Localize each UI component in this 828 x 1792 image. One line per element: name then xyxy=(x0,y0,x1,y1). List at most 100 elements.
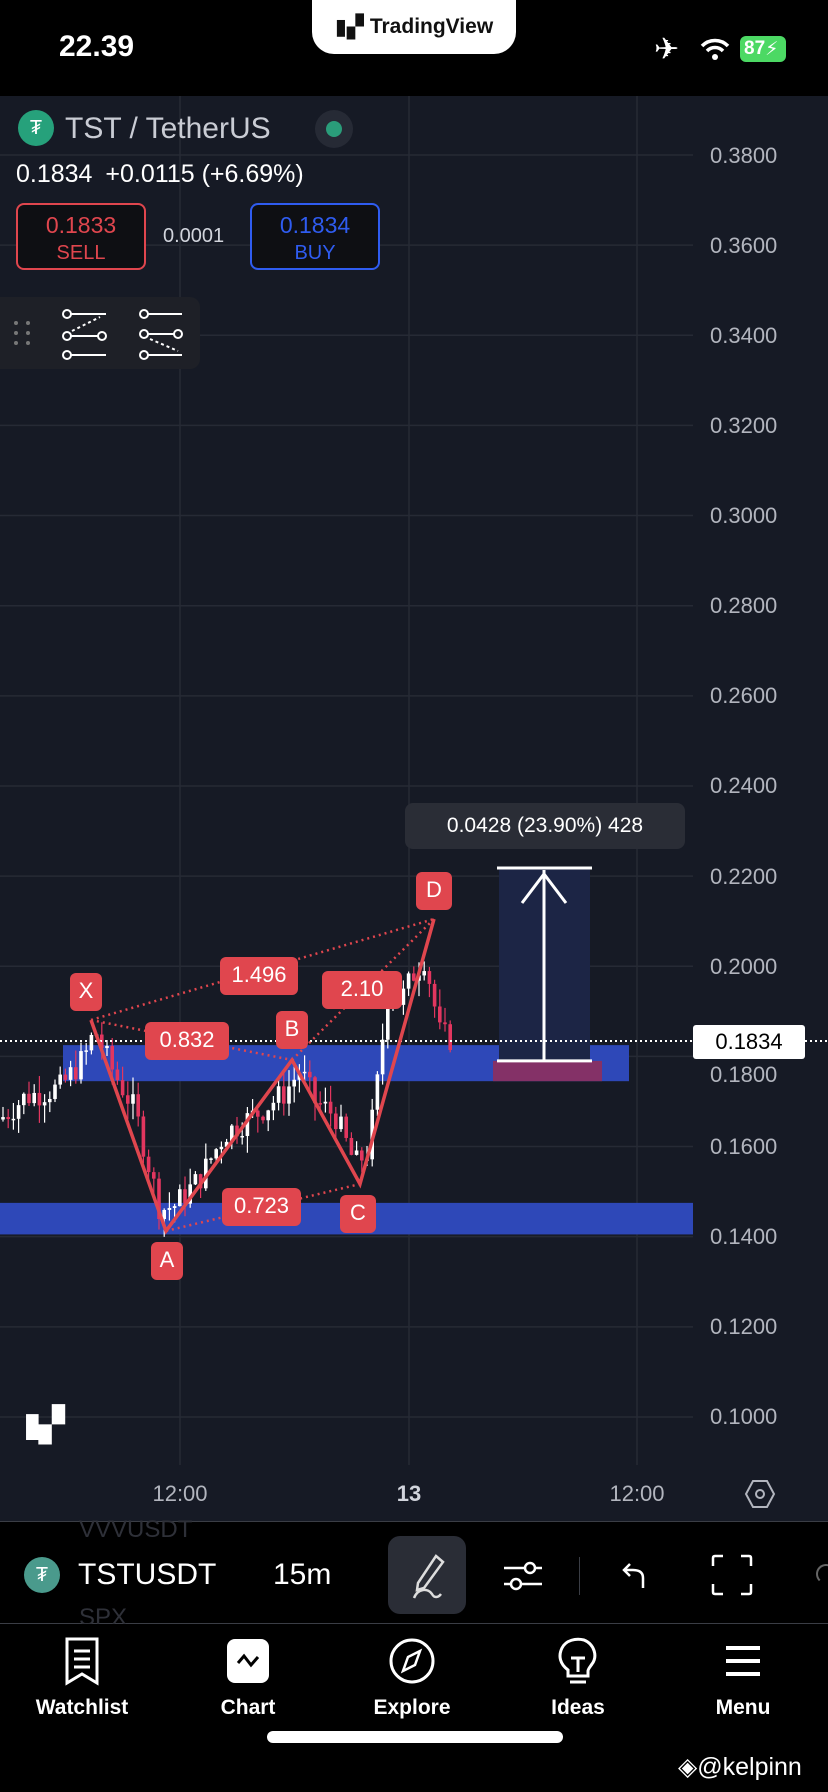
point-label-a[interactable]: A xyxy=(151,1242,183,1280)
ratio-label[interactable]: 2.10 xyxy=(322,971,402,1009)
nav-explore[interactable]: Explore xyxy=(347,1636,477,1720)
candle-body xyxy=(219,1146,224,1150)
price-axis-label: 0.2000 xyxy=(710,953,778,979)
candle-body xyxy=(110,1045,114,1070)
time-label: 12:00 xyxy=(152,1481,208,1506)
candle-body xyxy=(89,1034,94,1051)
price-axis-label: 0.1200 xyxy=(710,1314,778,1340)
candle-body xyxy=(22,1093,26,1106)
candle-body xyxy=(318,1103,322,1105)
candle-body xyxy=(42,1102,47,1106)
bookmark-list-icon xyxy=(65,1637,99,1686)
ratio-label[interactable]: 0.832 xyxy=(145,1022,229,1060)
interval-selector[interactable]: 15m xyxy=(273,1558,332,1591)
candle-body xyxy=(58,1074,62,1085)
nav-menu[interactable]: Menu xyxy=(678,1636,808,1720)
candle-body xyxy=(136,1094,140,1117)
ghost-symbol: VVVUSDT xyxy=(79,1516,193,1543)
status-bar: 22.39 ▮▞ TradingView ✈ 87 ⚡ xyxy=(0,0,828,96)
nav-label: Menu xyxy=(715,1696,771,1719)
wifi-icon xyxy=(700,38,730,60)
candle-body xyxy=(302,1071,307,1074)
more-tools-icon[interactable] xyxy=(816,1564,828,1584)
last-price: 0.1834 xyxy=(16,160,93,188)
candle-body xyxy=(235,1125,239,1137)
time-label: 13 xyxy=(396,1481,422,1506)
candle-body xyxy=(172,1206,177,1208)
candle-body xyxy=(167,1207,172,1210)
price-axis-label: 0.2200 xyxy=(710,863,778,889)
point-label-b[interactable]: B xyxy=(276,1011,308,1049)
tradingview-pill[interactable]: ▮▞ TradingView xyxy=(312,0,516,54)
drag-handle-icon xyxy=(14,321,30,345)
home-indicator[interactable] xyxy=(267,1731,563,1743)
bottom-navigation: Watchlist Chart Explore Ideas Menu xyxy=(0,1624,828,1792)
candle-body xyxy=(292,1079,296,1087)
chart-settings-icon[interactable] xyxy=(744,1478,776,1510)
nav-label: Watchlist xyxy=(35,1696,129,1719)
drawing-tools-button[interactable] xyxy=(388,1536,466,1614)
app-name: TradingView xyxy=(369,15,494,38)
candle-body xyxy=(412,973,416,981)
nav-ideas[interactable]: Ideas xyxy=(513,1636,643,1720)
candle-body xyxy=(230,1125,234,1142)
position-stop-area xyxy=(493,1060,602,1082)
candle-body xyxy=(287,1086,291,1104)
candle-body xyxy=(245,1113,250,1136)
tradingview-watermark-logo: ▮▞ xyxy=(23,1406,65,1444)
price-change: +0.0115 (+6.69%) xyxy=(105,160,304,188)
candle-body xyxy=(32,1092,36,1104)
buy-button[interactable]: 0.1834 BUY xyxy=(250,203,380,270)
point-label-d[interactable]: D xyxy=(416,872,452,910)
nav-label: Ideas xyxy=(551,1696,605,1719)
hamburger-icon xyxy=(726,1646,760,1676)
candle-body xyxy=(282,1086,286,1104)
candle-body xyxy=(16,1105,21,1119)
indicators-sliders-icon[interactable] xyxy=(502,1556,544,1596)
current-price-label: 0.1834 xyxy=(693,1025,805,1059)
drawing-tools-icons xyxy=(14,309,183,360)
point-label-x[interactable]: X xyxy=(70,973,102,1011)
pattern-tool-icon xyxy=(62,309,107,360)
candle-body xyxy=(6,1117,10,1120)
candle-body xyxy=(344,1116,348,1138)
symbol-title[interactable]: ₮ TST / TetherUS xyxy=(18,110,353,148)
candle-body xyxy=(323,1101,328,1104)
sell-price: 0.1833 xyxy=(45,212,117,238)
watermark: ◈@kelpinn xyxy=(678,1753,802,1781)
candle-body xyxy=(84,1050,88,1052)
sell-button[interactable]: 0.1833 SELL xyxy=(16,203,146,270)
airplane-icon: ✈ xyxy=(654,33,680,66)
point-label-c[interactable]: C xyxy=(340,1195,376,1233)
candle-body xyxy=(443,1022,447,1025)
candle-body xyxy=(406,973,411,989)
candle-body xyxy=(224,1141,229,1147)
candle-body xyxy=(266,1110,270,1121)
candle-body xyxy=(141,1116,146,1157)
nav-label: Chart xyxy=(220,1696,276,1719)
undo-icon[interactable] xyxy=(619,1560,651,1592)
price-axis-label: 0.2400 xyxy=(710,773,778,799)
candle-body xyxy=(157,1178,161,1220)
chart-icon xyxy=(227,1639,269,1683)
candle-body xyxy=(1,1117,5,1120)
buy-price: 0.1834 xyxy=(279,212,351,238)
nav-watchlist[interactable]: Watchlist xyxy=(17,1636,147,1720)
candle-body xyxy=(120,1080,125,1096)
candle-body xyxy=(178,1189,182,1207)
fullscreen-icon[interactable] xyxy=(711,1554,753,1596)
candle-body xyxy=(37,1092,42,1106)
price-axis-label: 0.1800 xyxy=(710,1062,778,1087)
nav-chart[interactable]: Chart xyxy=(183,1636,313,1720)
symbol-selector[interactable]: TSTUSDT xyxy=(78,1558,217,1591)
price-axis-label: 0.3400 xyxy=(710,322,778,348)
ratio-label[interactable]: 0.723 xyxy=(222,1188,301,1226)
symbol-name: TST / TetherUS xyxy=(65,112,271,145)
tether-logo-icon: ₮ xyxy=(18,110,54,146)
candle-body xyxy=(349,1137,354,1155)
candle-body xyxy=(271,1102,276,1111)
position-measure-tooltip: 0.0428 (23.90%) 428 xyxy=(405,803,685,849)
binance-logo-icon: ◈ xyxy=(678,1753,698,1781)
ratio-label[interactable]: 1.496 xyxy=(220,957,298,995)
floating-drawing-toolbar[interactable] xyxy=(0,297,200,369)
